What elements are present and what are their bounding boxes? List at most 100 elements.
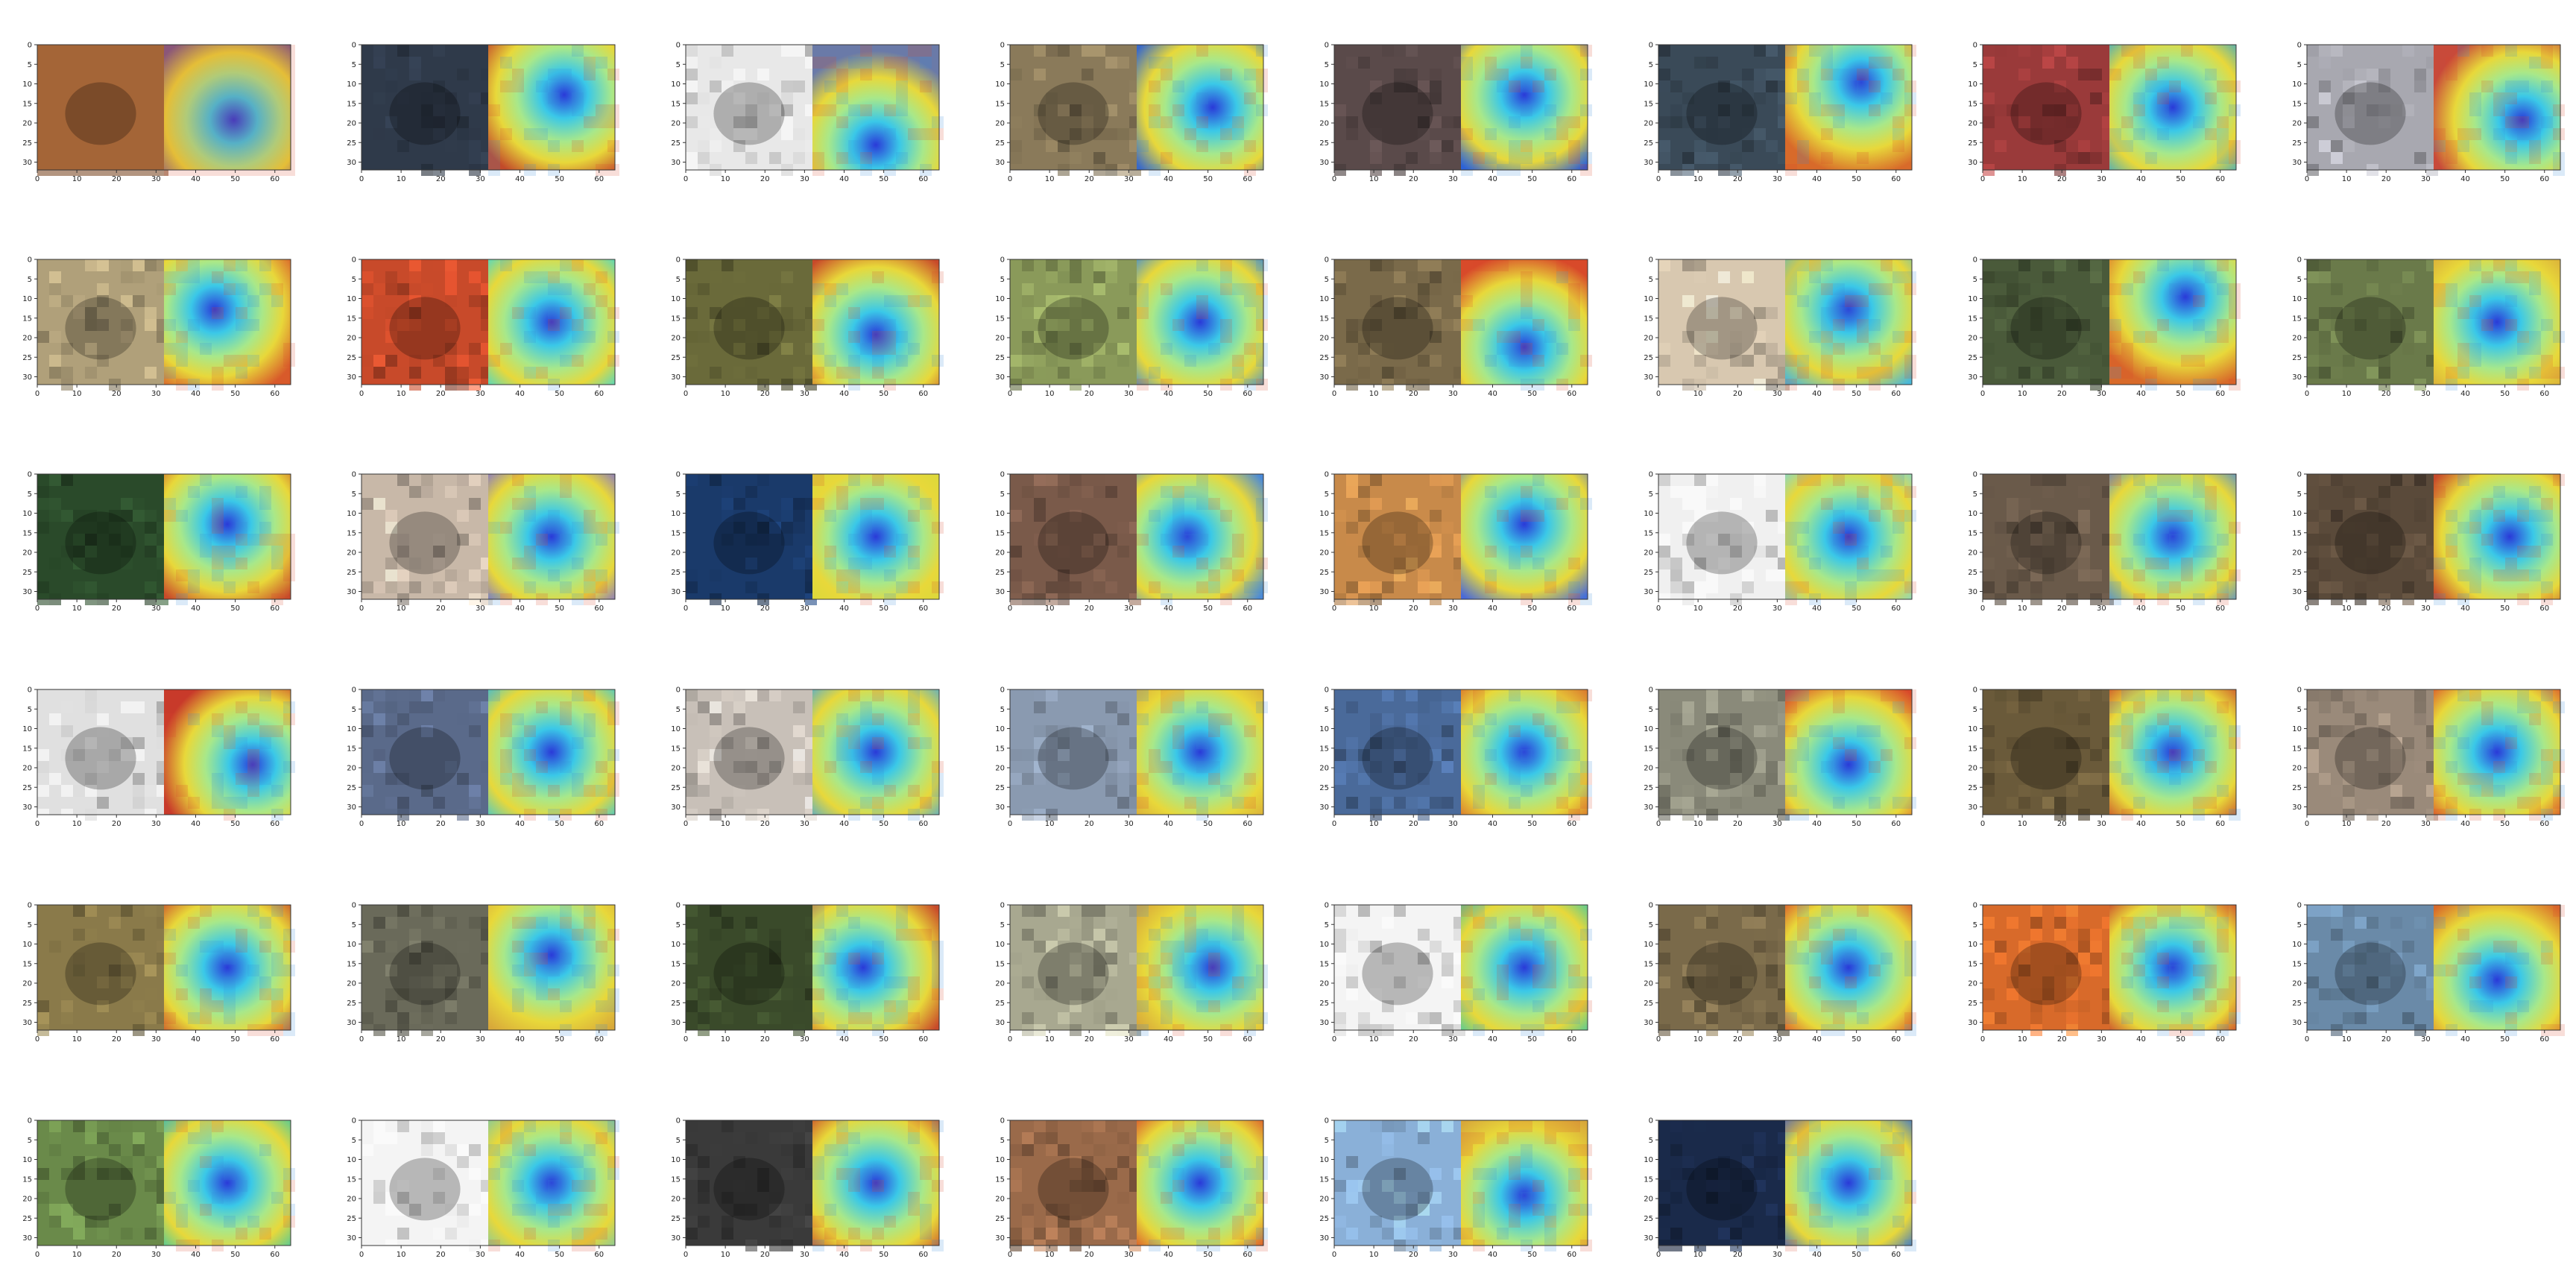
axes-frame [1333, 689, 1588, 815]
y-tick-label: 15 [1968, 960, 1977, 968]
y-tick-label: 10 [2292, 510, 2302, 518]
original-image [1658, 1120, 1790, 1251]
x-tick-label: 20 [1085, 820, 1094, 828]
saliency-heatmap [1461, 474, 1592, 605]
y-tick-label: 0 [676, 471, 681, 479]
subject-shape [1362, 297, 1433, 360]
y-tick-label: 0 [1325, 42, 1329, 50]
y-tick-label: 0 [28, 256, 32, 265]
saliency-heatmap [488, 905, 619, 1036]
y-tick-label: 5 [1000, 490, 1005, 499]
y-tick-label: 20 [22, 1196, 32, 1204]
x-tick-label: 50 [555, 1251, 564, 1259]
x-tick-label: 60 [918, 1035, 928, 1044]
x-tick-label: 30 [151, 175, 161, 183]
axes-frame [1658, 473, 1913, 600]
x-tick-label: 10 [721, 1251, 730, 1259]
y-tick-label: 20 [671, 980, 681, 988]
y-tick-label: 10 [1319, 725, 1329, 733]
y-tick-label: 30 [22, 373, 32, 382]
y-tick-label: 30 [22, 588, 32, 596]
saliency-heatmap [1137, 905, 1268, 1036]
x-tick-label: 30 [1448, 604, 1458, 613]
y-tick-label: 15 [1644, 529, 1653, 537]
x-tick-label: 20 [760, 390, 770, 398]
y-tick-label: 25 [1319, 139, 1329, 148]
original-image [362, 1120, 493, 1251]
original-image [1983, 689, 2114, 821]
y-tick-label: 30 [1644, 804, 1653, 812]
x-tick-label: 20 [2381, 175, 2391, 183]
x-tick-label: 40 [1164, 390, 1173, 398]
y-tick-label: 20 [1319, 549, 1329, 558]
subplot: 0 10 20 30 40 50 60 0 5 10 15 20 25 30 [1644, 686, 1916, 828]
y-tick-label: 5 [676, 1137, 681, 1145]
y-tick-label: 0 [1649, 42, 1653, 50]
x-tick-label: 20 [2381, 820, 2391, 828]
y-tick-label: 5 [676, 61, 681, 69]
x-tick-label: 20 [2381, 604, 2391, 613]
original-image [362, 905, 493, 1036]
original-image [1010, 689, 1141, 821]
saliency-heatmap [164, 689, 295, 821]
subplot: 0 10 20 30 40 50 60 0 5 10 15 20 25 30 [22, 256, 295, 398]
x-tick-label: 60 [918, 820, 928, 828]
axes-frame [2306, 44, 2561, 171]
subject-shape [713, 511, 785, 575]
x-tick-label: 20 [2057, 390, 2067, 398]
subplot: 0 10 20 30 40 50 60 0 5 10 15 20 25 30 [1968, 686, 2241, 828]
x-tick-label: 20 [1733, 604, 1743, 613]
x-tick-label: 50 [1203, 175, 1213, 183]
x-tick-label: 0 [1656, 1035, 1661, 1044]
subject-shape [389, 297, 461, 360]
subplot: 0 10 20 30 40 50 60 0 5 10 15 20 25 30 [995, 42, 1268, 183]
y-tick-label: 10 [1644, 941, 1653, 949]
y-tick-label: 10 [347, 725, 356, 733]
y-tick-label: 5 [1649, 1137, 1653, 1145]
subplot: 0 10 20 30 40 50 60 0 5 10 15 20 25 30 [1644, 1117, 1916, 1259]
x-tick-label: 0 [684, 390, 688, 398]
x-tick-label: 10 [1045, 820, 1055, 828]
y-tick-label: 25 [347, 1215, 356, 1223]
x-tick-label: 20 [436, 1035, 446, 1044]
subject-shape [1362, 942, 1433, 1006]
x-tick-label: 10 [1045, 175, 1055, 183]
x-tick-label: 10 [1045, 1251, 1055, 1259]
x-tick-label: 0 [1332, 820, 1336, 828]
y-tick-label: 20 [1968, 335, 1977, 343]
x-tick-label: 10 [72, 175, 82, 183]
y-tick-label: 30 [347, 159, 356, 167]
y-tick-label: 20 [22, 335, 32, 343]
original-image [1010, 259, 1141, 391]
y-tick-label: 15 [671, 100, 681, 108]
x-tick-label: 40 [1164, 1035, 1173, 1044]
y-tick-label: 30 [1319, 373, 1329, 382]
x-tick-label: 30 [476, 1035, 485, 1044]
y-tick-label: 0 [2297, 256, 2302, 265]
saliency-heatmap [2434, 259, 2565, 391]
y-tick-label: 5 [1973, 490, 1977, 499]
y-tick-label: 20 [1319, 335, 1329, 343]
x-tick-label: 50 [1852, 1035, 1861, 1044]
y-tick-label: 5 [1973, 276, 1977, 284]
subplot: 0 10 20 30 40 50 60 0 5 10 15 20 25 30 [1968, 256, 2241, 398]
saliency-heatmap [2434, 905, 2565, 1036]
y-tick-label: 20 [1319, 765, 1329, 773]
y-tick-label: 5 [2297, 706, 2302, 714]
x-tick-label: 20 [2057, 820, 2067, 828]
y-tick-label: 0 [1649, 1117, 1653, 1126]
y-tick-label: 30 [1968, 588, 1977, 596]
y-tick-label: 25 [2292, 569, 2302, 577]
subplot: 0 10 20 30 40 50 60 0 5 10 15 20 25 30 [995, 256, 1268, 398]
subject-shape [1686, 727, 1758, 790]
y-tick-label: 15 [1968, 100, 1977, 108]
y-tick-label: 30 [1319, 1019, 1329, 1027]
y-tick-label: 25 [1968, 354, 1977, 362]
subject-shape [65, 1158, 136, 1221]
x-tick-label: 30 [2097, 390, 2106, 398]
y-tick-label: 10 [22, 941, 32, 949]
x-tick-label: 50 [2500, 175, 2510, 183]
x-tick-label: 40 [1164, 1251, 1173, 1259]
x-tick-label: 30 [2421, 820, 2431, 828]
x-tick-label: 10 [2342, 604, 2352, 613]
